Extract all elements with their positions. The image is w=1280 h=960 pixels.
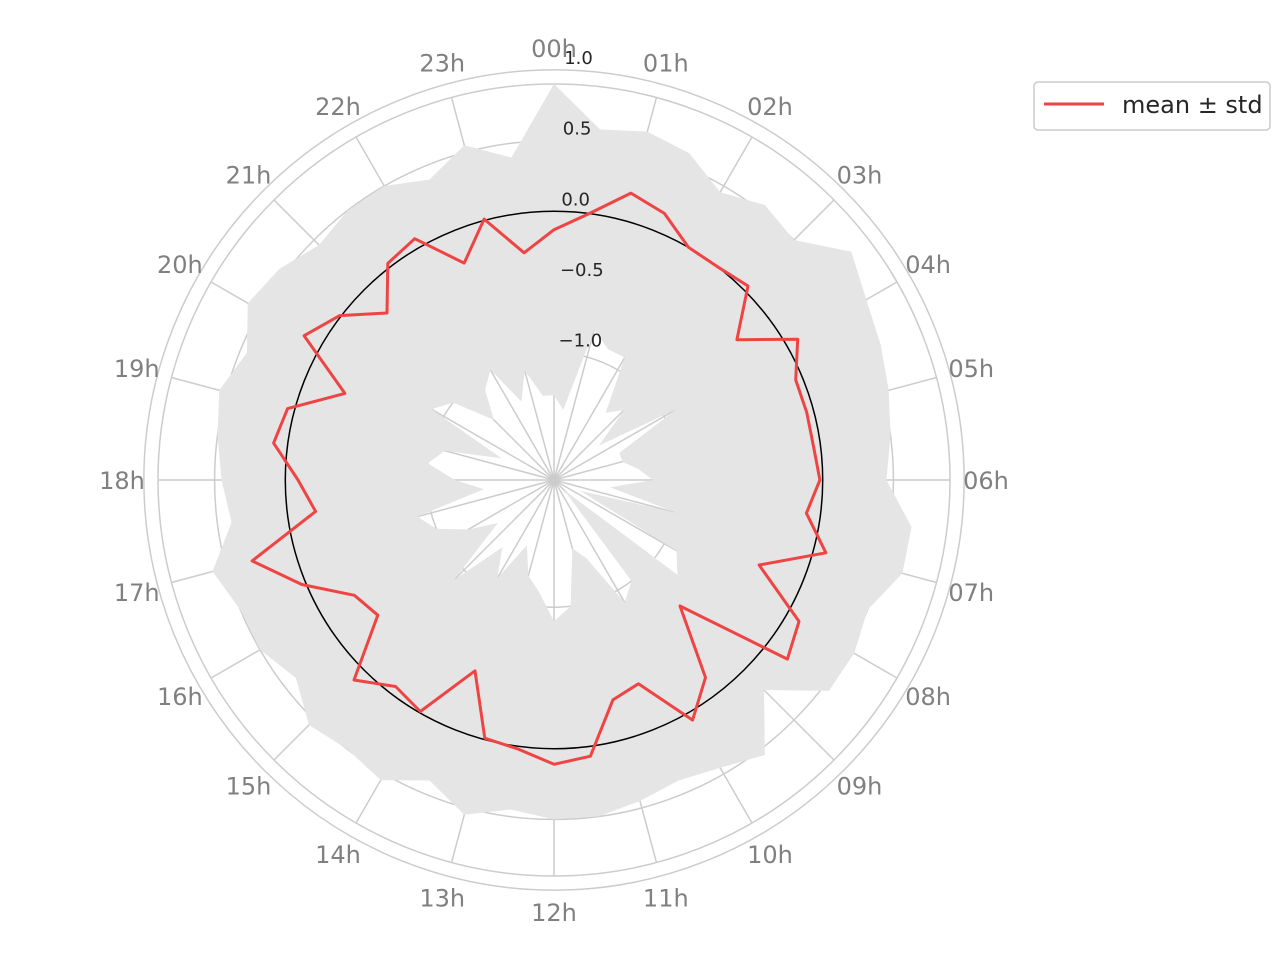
hour-label: 12h (531, 899, 577, 927)
hour-label: 03h (837, 162, 883, 190)
hour-label: 08h (905, 683, 951, 711)
radial-tick-label: −0.5 (560, 260, 604, 281)
radial-tick-label: 0.5 (563, 119, 592, 140)
mean-line (250, 191, 828, 766)
radial-tick-label: 0.0 (561, 189, 590, 210)
legend-box (1033, 81, 1271, 131)
radial-grid-circle (143, 69, 965, 891)
hour-label: 05h (948, 355, 994, 383)
hour-label: 19h (114, 355, 160, 383)
hour-label: 18h (99, 467, 145, 495)
hour-label: 01h (643, 50, 689, 78)
hour-label: 00h (531, 35, 577, 63)
legend: mean ± std (1033, 81, 1271, 131)
angular-tick-labels: 00h 01h 02h 03h 04h 05h 06h 07h 08h 09h 10h 11h 12h 1… (99, 35, 1009, 927)
hour-label: 02h (747, 93, 793, 121)
hour-label: 21h (226, 162, 272, 190)
legend-label: mean ± std (1122, 91, 1263, 119)
hour-label: 09h (837, 772, 883, 800)
mean-line-layer (250, 191, 828, 766)
hour-label: 15h (226, 772, 272, 800)
zero-circle (284, 210, 824, 750)
hour-label: 20h (157, 251, 203, 279)
hour-label: 14h (315, 841, 361, 869)
hour-label: 07h (948, 579, 994, 607)
hour-label: 06h (963, 467, 1009, 495)
hour-label: 11h (643, 884, 689, 912)
radial-tick-label: 1.0 (564, 48, 593, 69)
hour-label: 16h (157, 683, 203, 711)
hour-label: 10h (747, 841, 793, 869)
hour-label: 22h (315, 93, 361, 121)
hour-label: 23h (419, 50, 465, 78)
hour-label: 13h (419, 884, 465, 912)
hour-label: 04h (905, 251, 951, 279)
radial-tick-label: −1.0 (559, 331, 603, 352)
hour-label: 17h (114, 579, 160, 607)
zero-circle-layer (284, 210, 824, 750)
radial-tick-labels: −1.0 −0.5 0.0 0.5 1.0 (559, 48, 604, 352)
